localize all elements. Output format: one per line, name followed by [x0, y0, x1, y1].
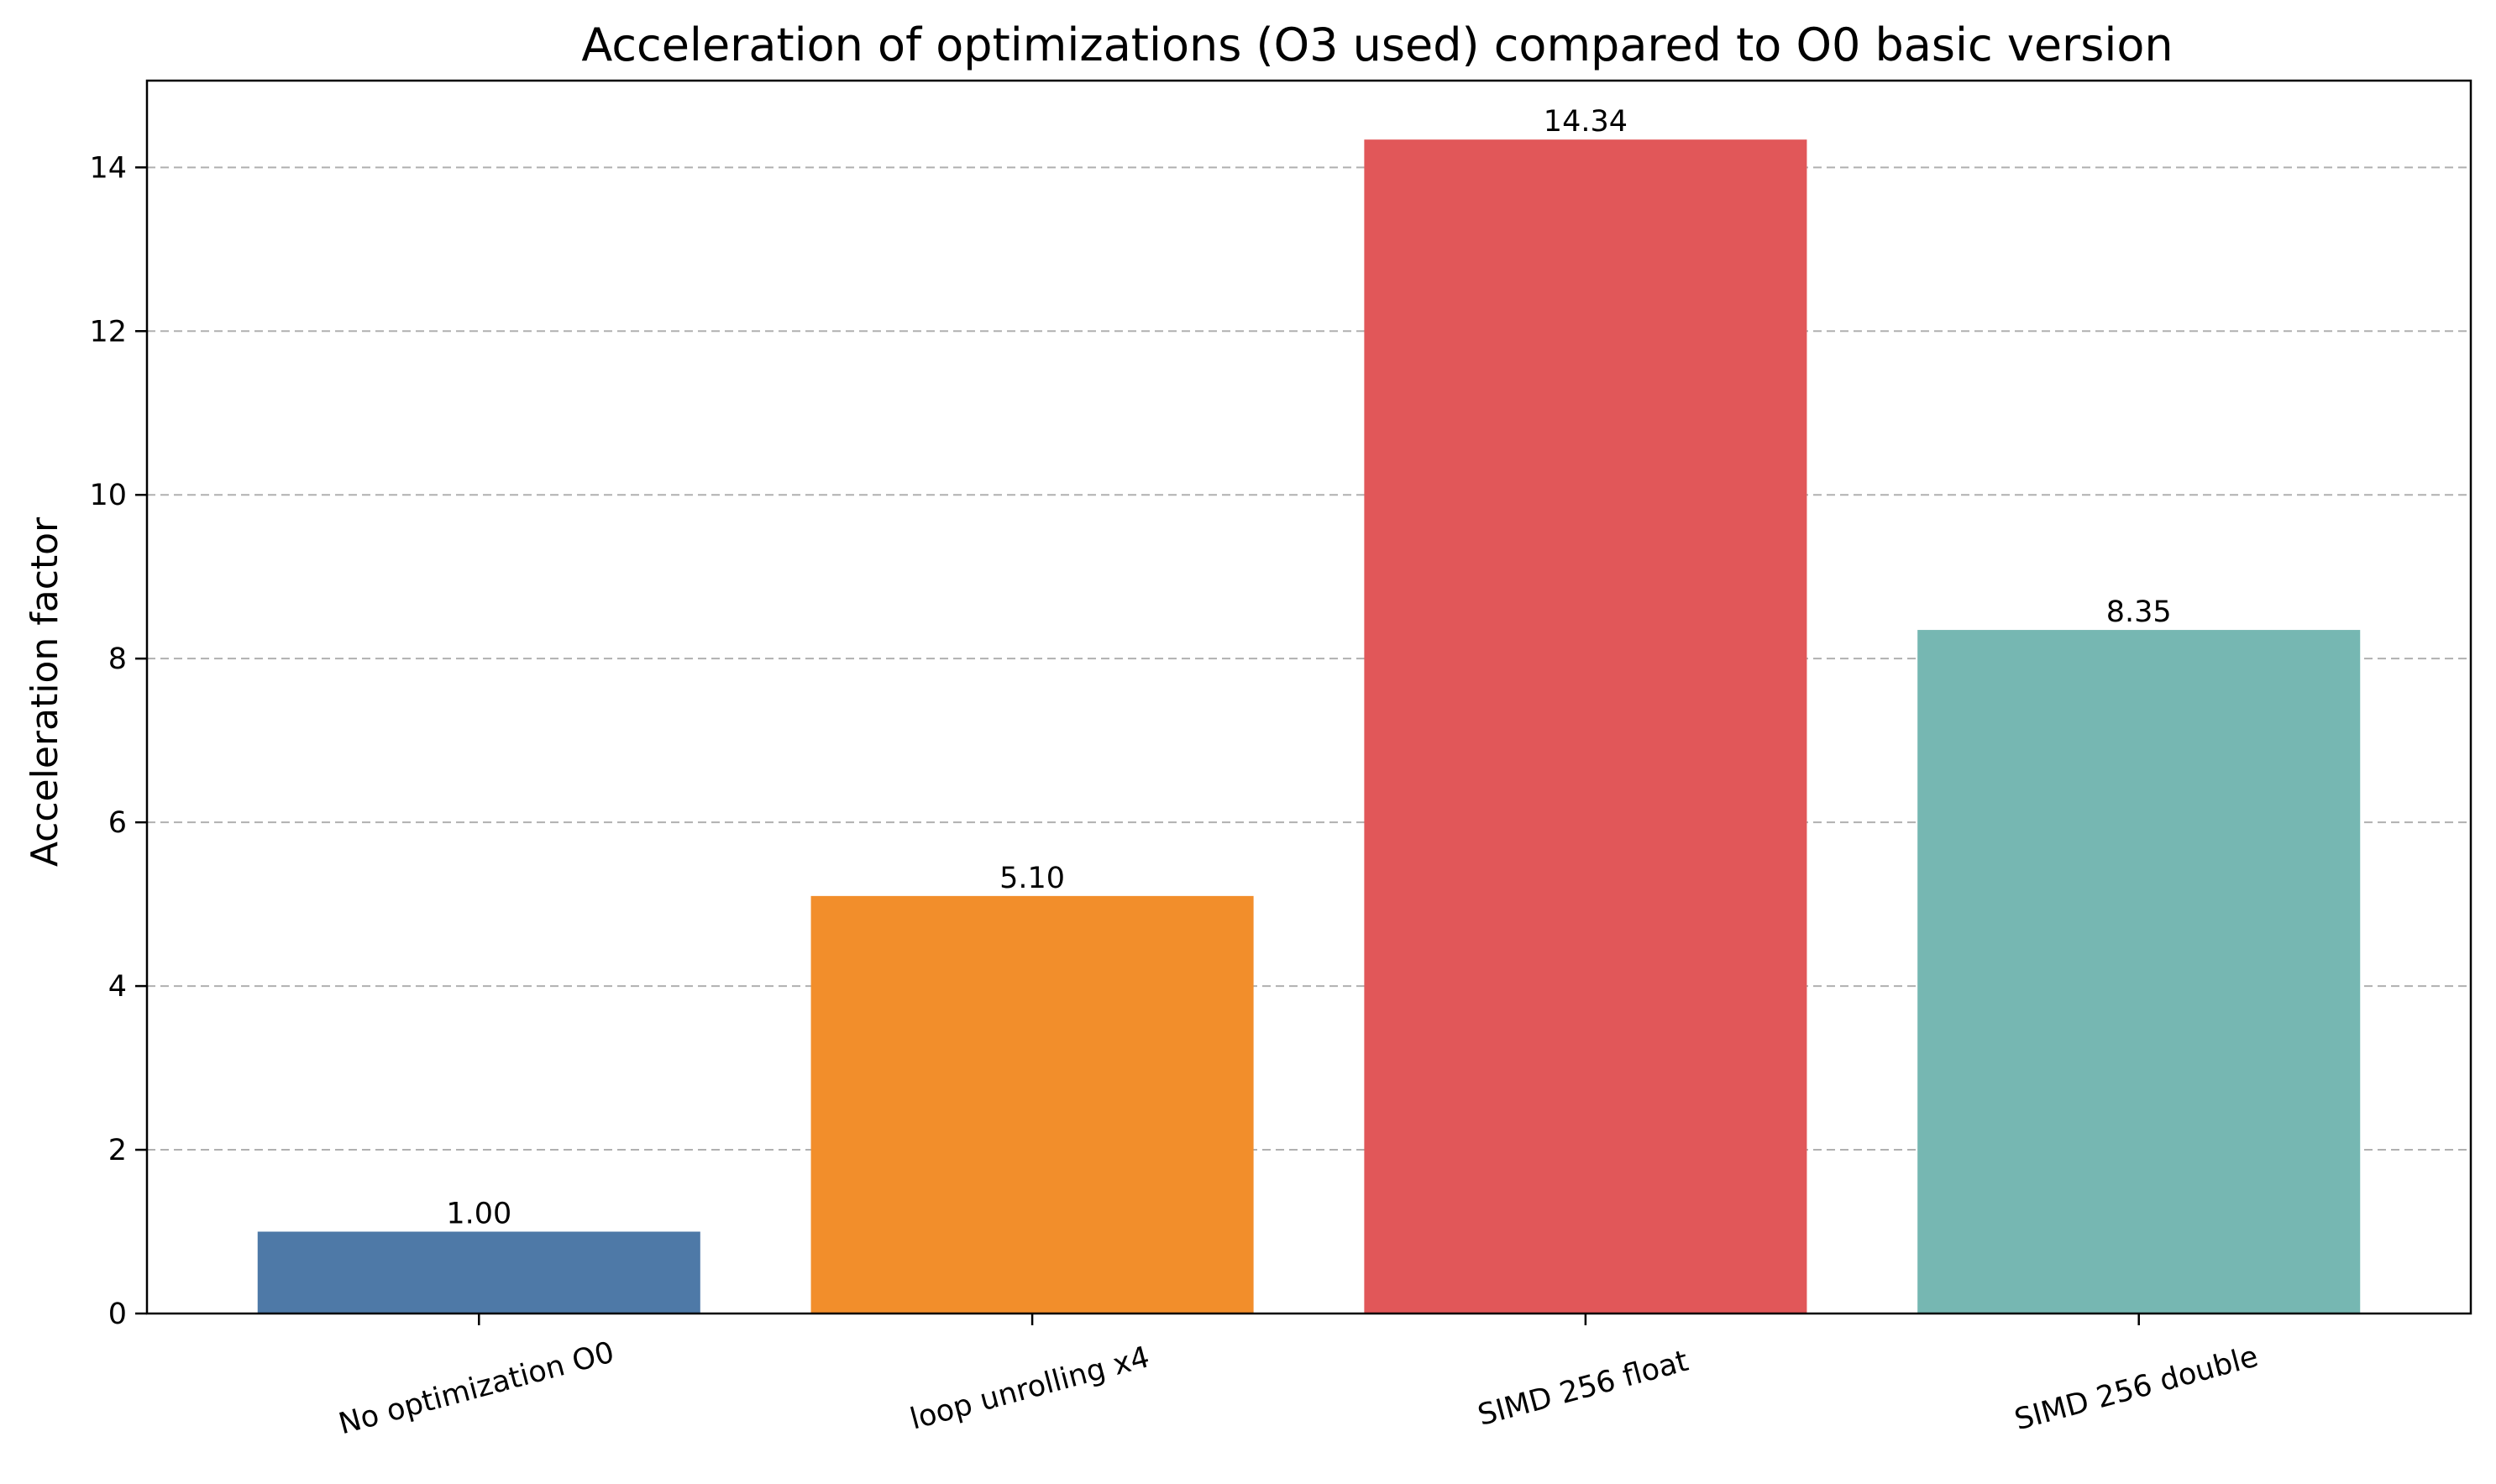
y-axis-label: Acceleration factor	[24, 517, 66, 867]
bar	[810, 895, 1254, 1314]
y-axis-ticks: 0 2 4 6 8 10 12 14	[89, 151, 147, 1331]
bar	[1917, 630, 2361, 1314]
y-tick-label: 0	[108, 1298, 127, 1331]
bar-value-label: 14.34	[1544, 105, 1628, 139]
chart-title: Acceleration of optimizations (O3 used) …	[581, 18, 2173, 71]
y-tick-label: 6	[108, 806, 127, 840]
y-tick-label: 14	[89, 151, 127, 185]
y-tick-label: 12	[89, 315, 127, 349]
bar-value-label: 5.10	[999, 862, 1065, 895]
bar-value-label: 1.00	[446, 1198, 511, 1231]
y-tick-label: 8	[108, 642, 127, 676]
y-tick-label: 10	[89, 479, 127, 512]
bars	[257, 139, 2361, 1314]
bar-value-labels: 1.00 5.10 14.34 8.35	[446, 105, 2171, 1230]
y-tick-label: 4	[108, 970, 127, 1004]
axes-frame	[145, 79, 2472, 1315]
bar-value-label: 8.35	[2106, 595, 2172, 629]
bar	[1364, 139, 1807, 1314]
bar	[257, 1231, 700, 1314]
y-tick-label: 2	[108, 1134, 127, 1167]
